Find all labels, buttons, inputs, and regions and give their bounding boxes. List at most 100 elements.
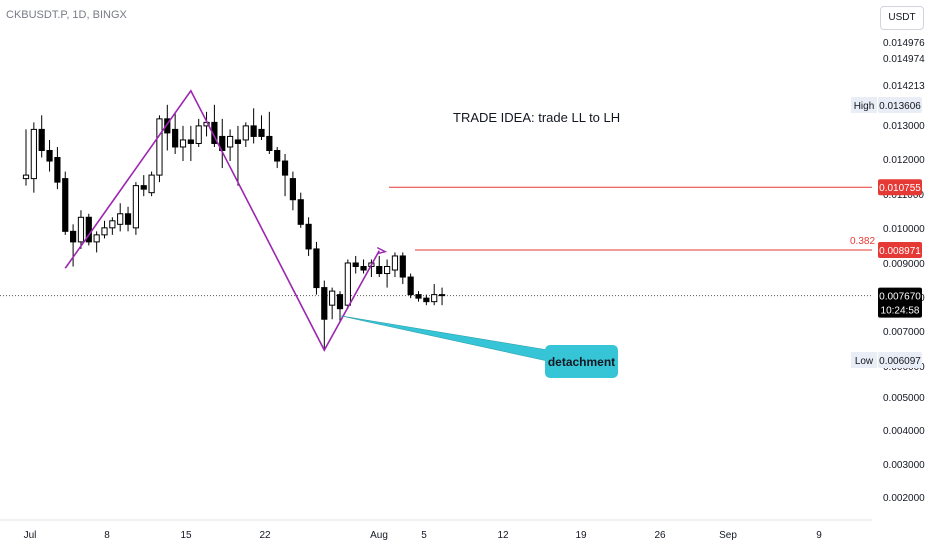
candle-body — [30, 128, 37, 180]
y-tick-label: 0.005000 — [883, 393, 925, 404]
candle-body — [438, 294, 446, 297]
candle-body — [156, 118, 163, 176]
x-tick-label: 15 — [180, 530, 192, 541]
detachment-callout[interactable]: detachment — [339, 315, 618, 378]
candle-body — [391, 255, 399, 271]
candle-body — [85, 216, 92, 243]
candle-body — [124, 213, 132, 225]
candle-body — [431, 294, 438, 303]
candle-body — [313, 248, 320, 289]
y-tick-label: 0.004000 — [883, 426, 925, 437]
candle-body — [22, 174, 30, 180]
x-tick-label: 26 — [654, 530, 666, 541]
candle-body — [234, 139, 242, 144]
high-label: High — [854, 101, 875, 112]
high-value-bg — [878, 97, 922, 113]
low-value-bg — [878, 352, 922, 368]
candle-body — [344, 262, 351, 306]
callout-box — [545, 345, 618, 378]
candle-body — [77, 216, 85, 243]
candle-body — [352, 262, 359, 268]
x-tick-label: Sep — [719, 530, 737, 541]
time-axis[interactable]: Jul 8 15 22 Aug 5 12 19 26 Sep 9 — [24, 530, 823, 541]
candle-body — [62, 178, 69, 232]
candle-body — [179, 139, 187, 148]
callout-pointer — [339, 315, 553, 363]
candle-body — [148, 174, 155, 194]
candle-body — [289, 178, 296, 201]
low-label: Low — [855, 356, 874, 367]
candle-body — [415, 294, 422, 299]
y-tick-label: 0.003000 — [883, 460, 925, 471]
symbol-title: CKBUSDT.P, 1D, BINGX — [6, 9, 127, 21]
candle-body — [407, 276, 414, 296]
low-label-bg — [851, 352, 877, 368]
y-tick-label: 0.009000 — [883, 259, 925, 270]
y-tick-label: 0.014974 — [883, 54, 925, 65]
y-tick-label: 0.012000 — [883, 155, 925, 166]
x-tick-label: Aug — [370, 530, 388, 541]
current-price-value: 0.007670 — [879, 292, 921, 303]
candle-body — [70, 230, 77, 243]
countdown-value: 10:24:58 — [881, 306, 920, 317]
candle-body — [281, 160, 289, 176]
candle-body — [266, 135, 273, 151]
y-tick-label: 0.011000 — [883, 190, 924, 201]
candle-body — [321, 287, 328, 320]
candle-body — [305, 223, 312, 250]
candle-body — [164, 118, 171, 134]
x-tick-label: 5 — [421, 530, 427, 541]
level-badge: 0.008971 — [879, 246, 921, 257]
candle-body — [242, 125, 249, 141]
y-tick-label: 0.007000 — [883, 327, 925, 338]
horizontal-levels — [0, 186, 872, 297]
candle-body — [172, 128, 179, 148]
y-tick-label: 0.013000 — [883, 121, 925, 132]
y-tick-label: 0.014213 — [883, 81, 925, 92]
trade-idea-text: TRADE IDEA: trade LL to LH — [453, 110, 620, 125]
x-tick-label: 8 — [104, 530, 110, 541]
x-tick-label: 19 — [575, 530, 587, 541]
callout-text: detachment — [548, 355, 615, 369]
x-tick-label: 22 — [259, 530, 271, 541]
candle-body — [297, 199, 304, 225]
y-tick-label: 0.002000 — [883, 493, 925, 504]
zigzag-arrowhead — [376, 247, 388, 255]
candle-body — [132, 185, 140, 229]
candle-body — [46, 149, 53, 162]
candle-body — [399, 255, 406, 278]
candle-body — [101, 227, 108, 236]
zigzag-pattern — [64, 89, 388, 352]
level-badge-bg — [878, 179, 922, 196]
candle-body — [187, 139, 194, 144]
low-value: 0.006097 — [879, 356, 921, 367]
y-tick-label: 0.010000 — [883, 224, 925, 235]
candle-body — [376, 266, 383, 275]
candle-body — [336, 294, 344, 310]
candle-body — [109, 220, 116, 229]
annotations: TRADE IDEA: trade LL to LH 0.382 — [453, 110, 875, 247]
candle-body — [360, 266, 367, 271]
fib-level-label: 0.382 — [850, 236, 875, 247]
currency-button[interactable]: USDT — [880, 6, 924, 30]
candle-body — [195, 125, 202, 144]
candle-body — [117, 213, 124, 225]
candle-body — [258, 128, 265, 137]
candles — [22, 104, 446, 351]
y-tick-label: 0.014976 — [883, 38, 925, 49]
current-price-bg — [878, 287, 922, 318]
high-label-bg — [851, 97, 877, 113]
candle-body — [38, 128, 45, 151]
candle-body — [227, 135, 234, 148]
high-value: 0.013606 — [879, 101, 921, 112]
candle-body — [140, 185, 147, 190]
candle-body — [274, 149, 281, 162]
x-tick-label: Jul — [24, 530, 37, 541]
x-tick-label: 9 — [816, 530, 822, 541]
candle-body — [384, 266, 391, 275]
level-badge: 0.010755 — [879, 183, 921, 194]
candle-body — [423, 297, 430, 303]
level-badge-bg — [878, 241, 922, 258]
candle-body — [329, 290, 336, 306]
